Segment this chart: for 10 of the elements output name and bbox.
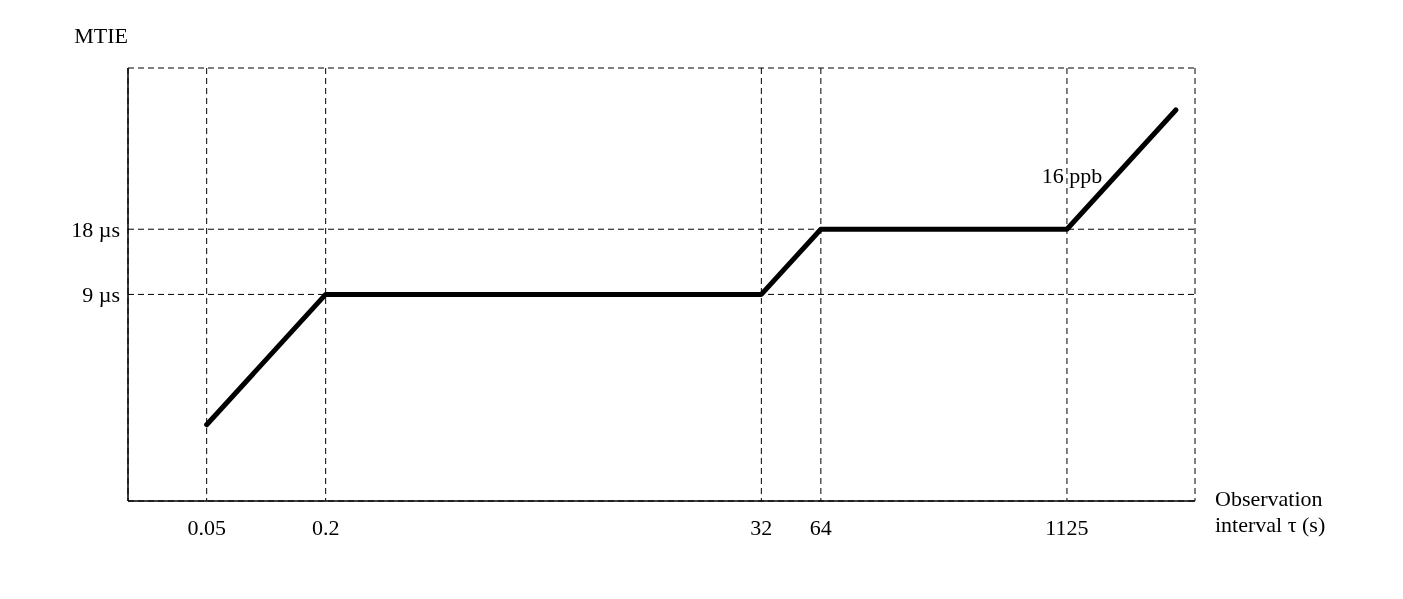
y-tick-label: 18 µs xyxy=(71,217,120,243)
y-tick-label: 9 µs xyxy=(82,282,120,308)
x-axis-title: Observation interval τ (s) xyxy=(1215,486,1326,537)
x-tick-label: 32 xyxy=(750,514,773,540)
x-tick-label: 0.05 xyxy=(187,514,226,540)
x-tick-label: 64 xyxy=(809,514,832,540)
annotation: 16 ppb xyxy=(1041,162,1103,188)
x-tick-label: 1125 xyxy=(1045,514,1089,540)
y-axis-title: MTIE xyxy=(74,23,128,48)
x-tick-label: 0.2 xyxy=(311,514,340,540)
